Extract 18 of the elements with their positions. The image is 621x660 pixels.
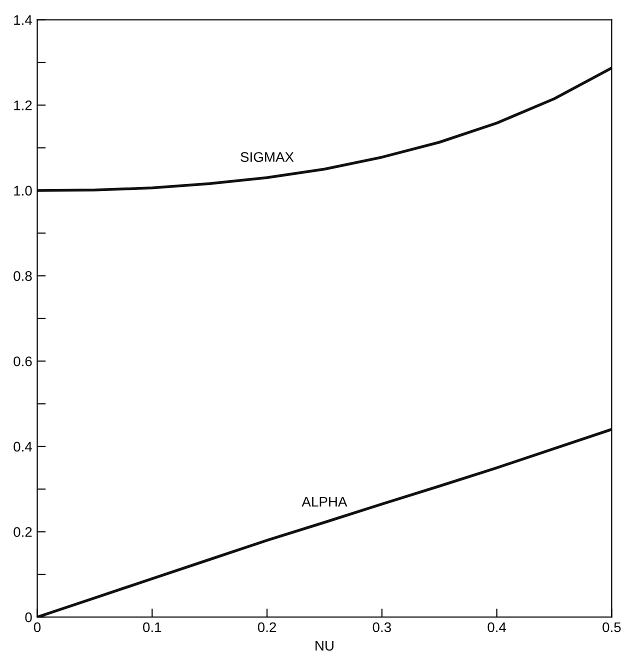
y-tick-label: 0 — [25, 612, 32, 622]
x-tick-label: 0.3 — [372, 622, 391, 632]
y-tick-label: 1.0 — [14, 186, 32, 196]
x-axis-title: NU — [316, 640, 334, 651]
series-label: SIGMAX — [240, 152, 294, 162]
y-tick-label: 0.4 — [14, 442, 32, 452]
y-tick-label: 1.4 — [14, 15, 32, 25]
y-tick-label: 0.6 — [14, 356, 32, 366]
x-tick-label: 0 — [34, 622, 41, 632]
x-tick-label: 0.1 — [143, 622, 162, 632]
series-label: ALPHA — [302, 496, 348, 507]
x-tick-label: 0.4 — [488, 622, 506, 632]
x-tick-label: 0.5 — [602, 622, 621, 632]
line-series — [37, 66, 612, 192]
y-tick-label: 0.2 — [14, 527, 32, 537]
y-tick-label: 1.2 — [14, 100, 32, 110]
x-tick-label: 0.2 — [258, 622, 276, 632]
y-tick-label: 0.8 — [14, 271, 32, 281]
